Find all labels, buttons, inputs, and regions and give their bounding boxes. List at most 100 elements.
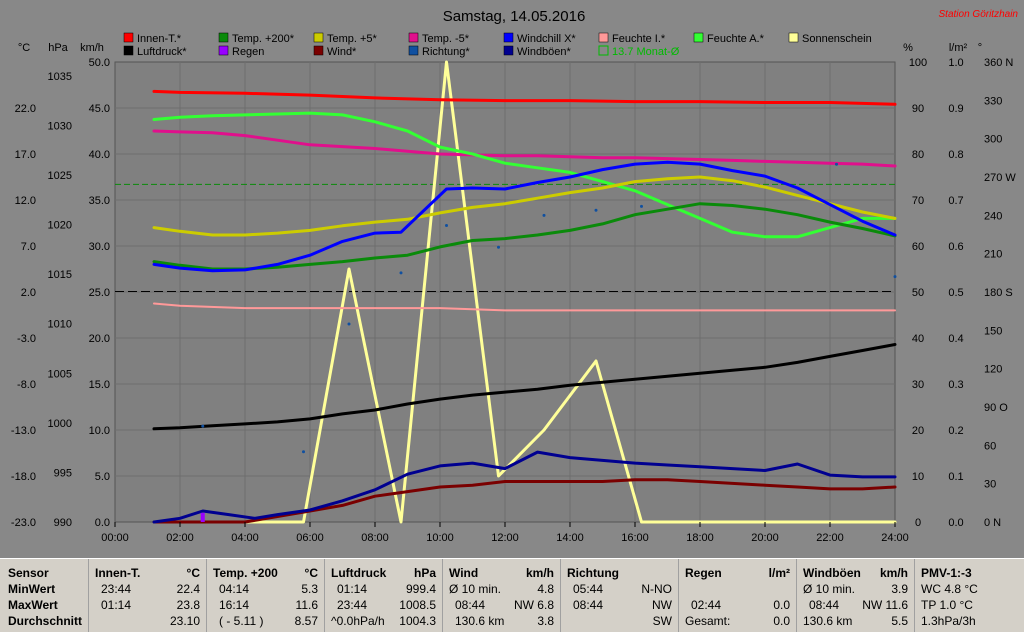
stats-note: ^0.0hPa/h [331, 614, 385, 628]
legend-swatch [123, 45, 134, 56]
stats-time: 02:44 [691, 598, 722, 612]
stats-value: WC 4.8 °C [921, 582, 978, 596]
legend-label: Windchill X* [517, 33, 576, 45]
percent-tick-label: 20 [912, 425, 924, 437]
x-tick-label: 20:00 [751, 532, 779, 544]
legend-swatch [503, 45, 514, 56]
stats-richtung: Richtung 05:44 N-NO 08:44 NW SW [560, 559, 678, 632]
direction-tick-label: 210 [984, 249, 1002, 261]
series-line-temp-200 [152, 202, 897, 271]
stats-luftdruck: Luftdruck hPa 01:14 999.4 23:44 1008.5 ^… [324, 559, 442, 632]
stats-header: Innen-T. [95, 566, 141, 580]
stats-header: PMV-1:-3 [921, 566, 972, 580]
temp-tick-label: -3.0 [17, 333, 36, 345]
stats-time: 08:44 [573, 598, 604, 612]
stats-header: Regen [685, 566, 722, 580]
stats-value: 11.6 [295, 598, 318, 612]
weather-chart: Samstag, 14.05.2016 Station Göritzhain I… [10, 8, 1019, 544]
hpa-tick-label: 995 [54, 467, 72, 479]
legend-label: Sonnenschein [802, 33, 872, 45]
right-axis-unit: % [903, 42, 913, 54]
legend-label: Temp. -5* [422, 33, 470, 45]
right-axis-unit: ° [978, 42, 982, 54]
stats-windboeen: Windböen km/h Ø 10 min. 3.9 08:44 NW 11.… [796, 559, 914, 632]
stats-value: NW [652, 598, 672, 612]
stats-value: NW 11.6 [862, 598, 908, 612]
rain-tick-label: 0.5 [948, 287, 963, 299]
direction-point [893, 275, 897, 279]
legend-swatch [313, 45, 324, 56]
stats-time: 08:44 [809, 598, 840, 612]
rain-tick-label: 0.6 [948, 241, 963, 253]
stats-time: 04:14 [219, 582, 250, 596]
stats-note: Ø 10 min. [803, 582, 856, 596]
legend-label: Temp. +5* [327, 33, 378, 45]
x-tick-label: 04:00 [231, 532, 259, 544]
rain-tick-label: 0.4 [948, 333, 963, 345]
legend-swatch [313, 32, 324, 43]
hpa-tick-label: 1020 [48, 220, 72, 232]
axis-labels: °C hPa km/h% l/m² ° 50.0 45.0 40.0 35.0 30.0 25.0 2… [11, 42, 1016, 529]
stats-value: 5.5 [891, 614, 908, 628]
direction-tick-label: 150 [984, 325, 1002, 337]
stats-note: Ø 10 min. [449, 582, 502, 596]
kmh-tick-label: 40.0 [89, 149, 110, 161]
legend-swatch [123, 32, 134, 43]
direction-tick-label: 0 N [984, 517, 1001, 529]
stats-wind: Wind km/h Ø 10 min. 4.8 08:44 NW 6.8 130… [442, 559, 560, 632]
kmh-tick-label: 5.0 [95, 471, 110, 483]
x-tick-label: 06:00 [296, 532, 324, 544]
rain-tick-label: 0.7 [948, 195, 963, 207]
percent-tick-label: 40 [912, 333, 924, 345]
hpa-tick-label: 1030 [48, 120, 72, 132]
reference-lines [115, 183, 895, 293]
legend-label: Luftdruck* [137, 46, 187, 58]
stats-note: 130.6 km [455, 614, 505, 628]
temp-tick-label: 2.0 [21, 287, 36, 299]
stats-value: 1008.5 [399, 598, 436, 612]
chart-title: Samstag, 14.05.2016 [443, 8, 586, 25]
stats-value: 23.10 [169, 614, 200, 628]
stats-value: 999.4 [405, 582, 436, 596]
percent-tick-label: 70 [912, 195, 924, 207]
stats-value: 8.57 [294, 614, 318, 628]
legend-label: Temp. +200* [232, 33, 295, 45]
stats-time: 16:14 [219, 598, 250, 612]
stats-time: 01:14 [337, 582, 368, 596]
station-name: Station Göritzhain [939, 9, 1019, 20]
stats-header: Temp. +200 [213, 566, 278, 580]
direction-tick-label: 120 [984, 364, 1002, 376]
series-line-sonnenschein [152, 60, 897, 524]
legend-label: 13.7 Monat-Ø [612, 46, 680, 58]
stats-value: 1.3hPa/3h [921, 614, 976, 628]
x-tick-label: 22:00 [816, 532, 844, 544]
temp-tick-label: 17.0 [15, 149, 36, 161]
rain-tick-label: 1.0 [948, 57, 963, 69]
legend-swatch [598, 45, 609, 56]
legend: Innen-T.* Temp. +200* Temp. +5* Temp. -5* Wi… [123, 32, 872, 58]
temp-tick-label: 22.0 [15, 103, 36, 115]
x-tick-label: 02:00 [166, 532, 194, 544]
stats-value: 22.4 [176, 582, 200, 596]
direction-tick-label: 240 [984, 210, 1002, 222]
stats-value: N-NO [641, 582, 672, 596]
hpa-tick-label: 1035 [48, 71, 72, 83]
hpa-tick-label: 1000 [48, 418, 72, 430]
left-axis-unit: km/h [80, 42, 104, 54]
stats-time: 01:14 [101, 598, 132, 612]
stats-time: 08:44 [455, 598, 486, 612]
rain-tick-label: 0.8 [948, 149, 963, 161]
stats-time: 23:44 [337, 598, 368, 612]
percent-tick-label: 60 [912, 241, 924, 253]
stats-value: 5.3 [301, 582, 318, 596]
stats-note: Gesamt: [685, 614, 731, 628]
x-tick-label: 10:00 [426, 532, 454, 544]
stats-value: 23.8 [176, 598, 200, 612]
stats-value: NW 6.8 [513, 598, 554, 612]
kmh-tick-label: 25.0 [89, 287, 110, 299]
right-axis-unit: l/m² [949, 42, 968, 54]
stats-value: 0.0 [773, 598, 790, 612]
x-tick-label: 24:00 [881, 532, 909, 544]
kmh-tick-label: 10.0 [89, 425, 110, 437]
temp-tick-label: -23.0 [11, 517, 36, 529]
